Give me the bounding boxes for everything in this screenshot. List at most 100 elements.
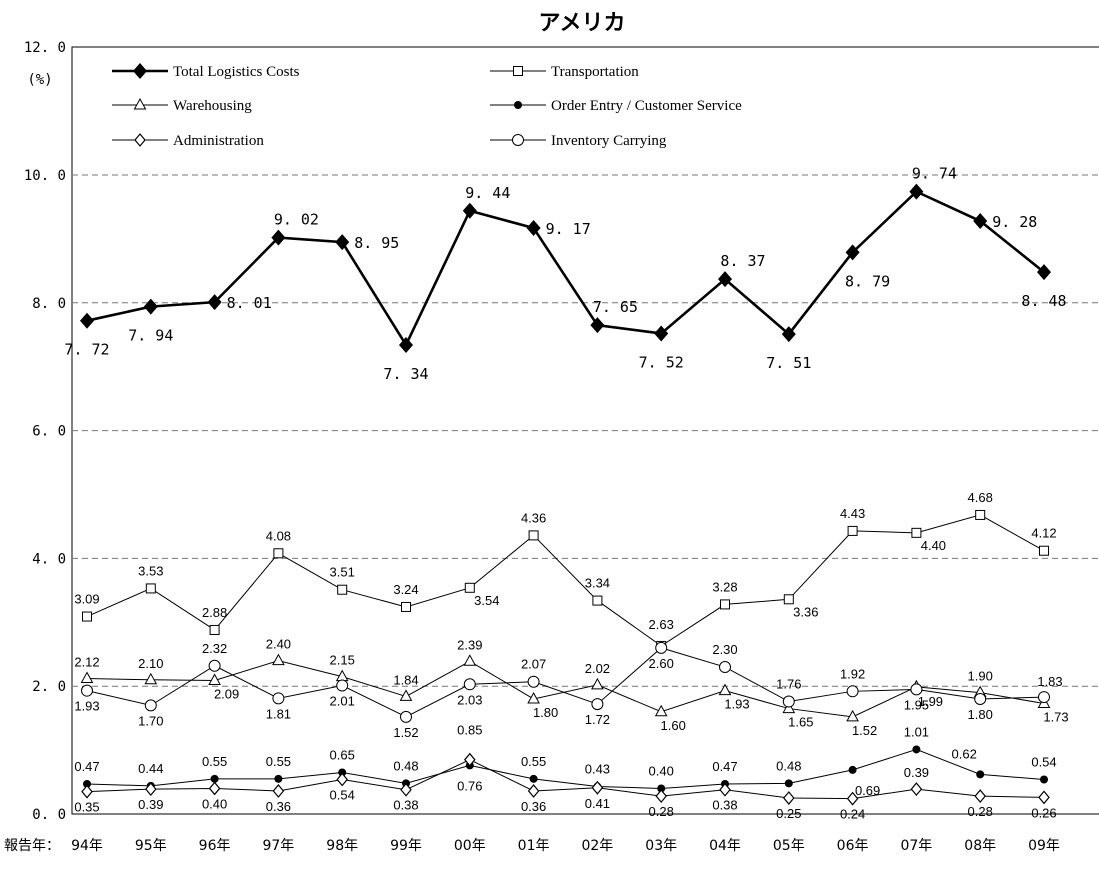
y-unit-label: (%)	[27, 72, 52, 88]
data-point	[82, 611, 92, 622]
data-label: 8. 48	[1021, 292, 1066, 310]
data-point	[145, 782, 157, 797]
data-point	[718, 271, 732, 288]
data-point	[513, 66, 523, 76]
data-label: 3.09	[74, 592, 99, 607]
data-label: 9. 44	[465, 184, 510, 202]
data-label: 3.53	[138, 563, 163, 578]
data-point	[337, 584, 348, 595]
data-point	[591, 677, 604, 690]
series-5	[81, 641, 1050, 723]
data-label: 0.38	[393, 798, 418, 813]
data-label: 1.84	[393, 672, 418, 687]
data-label: 1.65	[788, 715, 813, 730]
data-point	[1038, 691, 1050, 704]
data-label: 7. 72	[64, 341, 109, 359]
y-tick-label: 6. 0	[32, 424, 66, 440]
data-point	[910, 782, 923, 797]
data-label: 0.24	[840, 807, 865, 822]
x-tick-label: 04年	[709, 838, 741, 854]
series-1	[82, 509, 1049, 651]
data-label: 1.93	[724, 697, 749, 712]
data-point	[145, 583, 156, 594]
data-label: 2.32	[202, 641, 227, 656]
data-point	[909, 183, 924, 200]
data-label: 2.02	[585, 661, 610, 676]
data-point	[338, 768, 347, 777]
data-label: 0.28	[649, 804, 674, 819]
data-point	[83, 779, 91, 788]
data-point	[207, 294, 222, 311]
legend-label: Administration	[173, 133, 264, 149]
data-point	[400, 782, 412, 797]
data-label: 4.12	[1031, 526, 1056, 541]
data-label: 8. 01	[227, 294, 272, 312]
data-point	[210, 774, 219, 783]
data-label: 0.47	[74, 759, 99, 774]
data-point	[81, 684, 93, 697]
data-label: 4.36	[521, 510, 546, 525]
legend-label: Order Entry / Customer Service	[551, 98, 742, 114]
data-label: 4.08	[266, 528, 291, 543]
legend-item-0: Total Logistics Costs	[112, 63, 300, 80]
data-label: 2.07	[521, 657, 546, 672]
data-label: 9. 02	[274, 211, 319, 229]
data-label: 2.30	[712, 642, 737, 657]
data-label: 1.93	[74, 699, 99, 714]
data-label: 0.40	[649, 763, 674, 778]
y-tick-label: 10. 0	[24, 168, 66, 184]
data-point	[720, 599, 730, 610]
data-point	[463, 678, 476, 691]
data-label: 0.55	[202, 754, 227, 769]
data-label: 0.55	[521, 754, 546, 769]
data-label: 2.03	[457, 692, 482, 707]
data-label: 7. 34	[383, 365, 428, 383]
data-point	[655, 789, 667, 804]
data-label: 0.39	[138, 797, 163, 812]
data-point	[911, 527, 922, 538]
series-line	[86, 514, 1045, 647]
x-tick-label: 07年	[900, 838, 932, 854]
data-label: 0.69	[855, 783, 880, 798]
y-tick-label: 8. 0	[32, 296, 66, 312]
data-point	[591, 698, 604, 711]
data-label: 1.81	[266, 706, 291, 721]
data-point	[976, 770, 985, 779]
data-point	[784, 779, 793, 788]
data-label: 9. 74	[912, 165, 957, 183]
data-point	[719, 661, 731, 674]
data-label: 0.76	[457, 778, 482, 793]
data-point	[400, 710, 412, 723]
x-tick-label: 95年	[135, 838, 167, 854]
data-label: 1.92	[840, 666, 865, 681]
data-label: 3.36	[793, 604, 818, 619]
data-point	[526, 220, 541, 237]
x-tick-label: 08年	[964, 838, 996, 854]
data-label: 1.52	[852, 723, 877, 738]
data-label: 7. 51	[766, 354, 811, 372]
chart-title: アメリカ	[539, 11, 626, 36]
data-label: 0.40	[202, 796, 227, 811]
data-label: 0.41	[585, 796, 610, 811]
x-tick-label: 09年	[1028, 838, 1060, 854]
data-label: 1.76	[776, 677, 801, 692]
legend-item-5: Inventory Carrying	[490, 133, 667, 149]
data-point	[133, 97, 147, 110]
data-point	[974, 692, 987, 705]
data-point	[462, 202, 477, 219]
data-label: 8. 79	[845, 272, 890, 290]
legend-item-3: Order Entry / Customer Service	[490, 98, 742, 114]
data-point	[274, 774, 283, 783]
data-point	[463, 654, 477, 666]
data-point	[335, 234, 350, 251]
data-point	[846, 709, 859, 722]
data-point	[144, 672, 158, 685]
data-label: 0.62	[952, 746, 977, 761]
data-label: 1.80	[968, 707, 993, 722]
data-point	[527, 784, 540, 798]
data-label: 1.90	[968, 669, 993, 684]
data-point	[527, 675, 540, 688]
x-axis-prefix: 報告年：	[4, 838, 60, 854]
data-point	[464, 752, 476, 767]
